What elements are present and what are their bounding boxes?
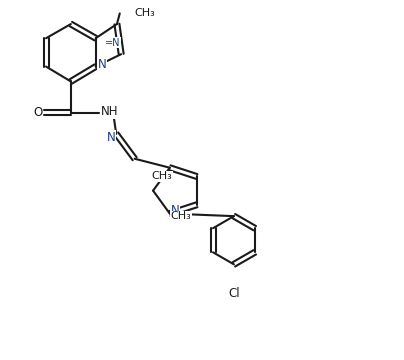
Text: CH₃: CH₃ xyxy=(152,171,173,181)
Text: O: O xyxy=(33,106,42,119)
Text: NH: NH xyxy=(101,105,119,118)
Text: =N: =N xyxy=(105,38,120,48)
Text: N: N xyxy=(98,58,106,71)
Text: Cl: Cl xyxy=(228,287,240,300)
Text: N: N xyxy=(107,131,115,144)
Text: N: N xyxy=(170,204,179,217)
Text: CH₃: CH₃ xyxy=(170,211,191,221)
Text: CH₃: CH₃ xyxy=(134,8,155,18)
